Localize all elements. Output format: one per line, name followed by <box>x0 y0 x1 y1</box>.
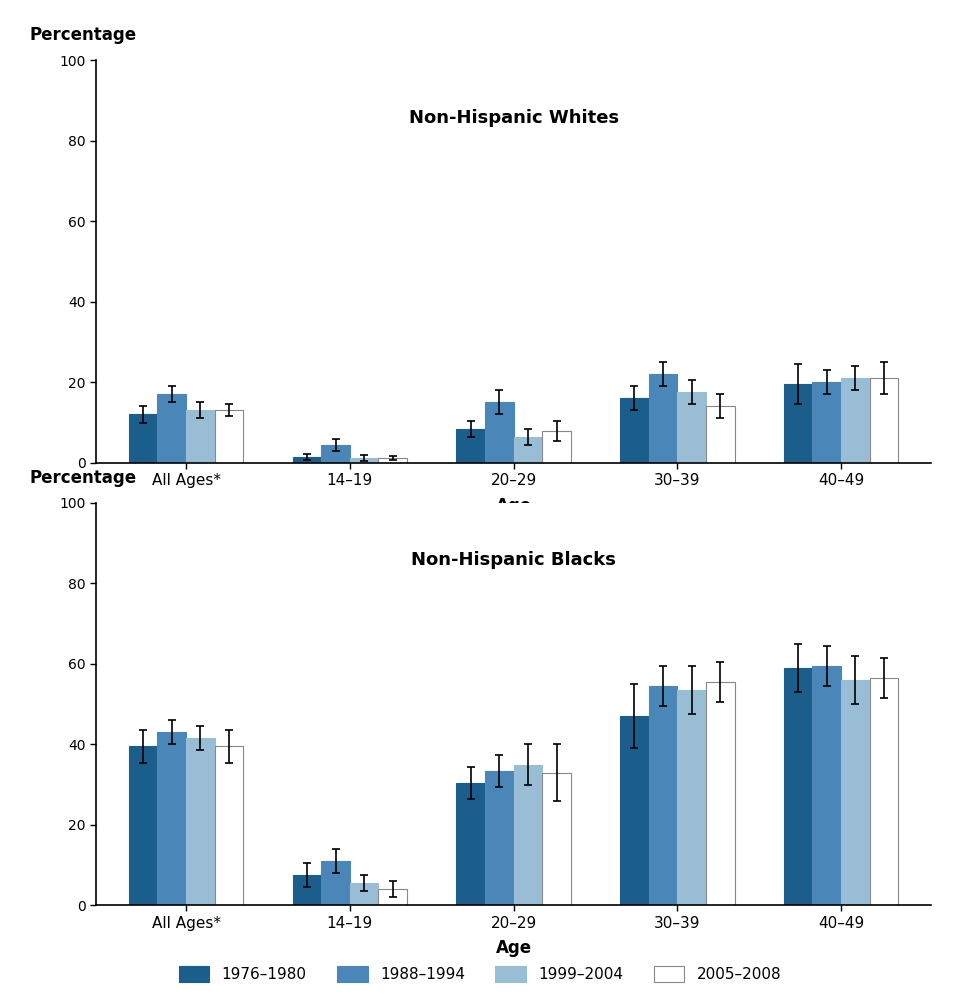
Bar <box>542 431 571 463</box>
Bar <box>293 457 322 463</box>
Bar <box>514 437 542 463</box>
Bar <box>215 410 244 463</box>
Bar <box>783 668 812 905</box>
Bar <box>706 682 734 905</box>
Bar <box>620 398 649 463</box>
Bar <box>485 402 514 463</box>
Bar <box>322 861 349 905</box>
Bar <box>157 732 186 905</box>
Bar <box>841 378 870 463</box>
Bar <box>456 429 485 463</box>
X-axis label: Age: Age <box>495 497 532 514</box>
Bar <box>129 746 157 905</box>
Bar <box>349 883 378 905</box>
Legend: 1976–1980, 1988–1994, 1999–2004, 2005–2008: 1976–1980, 1988–1994, 1999–2004, 2005–20… <box>173 960 787 988</box>
Bar <box>349 458 378 463</box>
Bar <box>678 690 706 905</box>
X-axis label: Age: Age <box>495 940 532 957</box>
Bar <box>378 889 407 905</box>
Text: Percentage: Percentage <box>29 26 136 44</box>
Bar <box>678 392 706 463</box>
Bar <box>870 378 899 463</box>
Bar <box>649 374 678 463</box>
Bar <box>215 746 244 905</box>
Text: Non-Hispanic Blacks: Non-Hispanic Blacks <box>411 551 616 569</box>
Bar <box>293 875 322 905</box>
Bar <box>542 773 571 905</box>
Bar <box>186 738 215 905</box>
Bar <box>812 666 841 905</box>
Bar <box>186 410 215 463</box>
Text: Percentage: Percentage <box>29 469 136 487</box>
Bar <box>514 765 542 905</box>
Bar <box>378 458 407 463</box>
Bar <box>620 716 649 905</box>
Bar <box>841 680 870 905</box>
Bar <box>783 384 812 463</box>
Bar <box>129 414 157 463</box>
Bar <box>456 783 485 905</box>
Bar <box>706 406 734 463</box>
Bar <box>812 382 841 463</box>
Bar <box>649 686 678 905</box>
Text: Non-Hispanic Whites: Non-Hispanic Whites <box>409 109 618 127</box>
Bar <box>157 394 186 463</box>
Bar <box>485 771 514 905</box>
Bar <box>870 678 899 905</box>
Bar <box>322 445 349 463</box>
